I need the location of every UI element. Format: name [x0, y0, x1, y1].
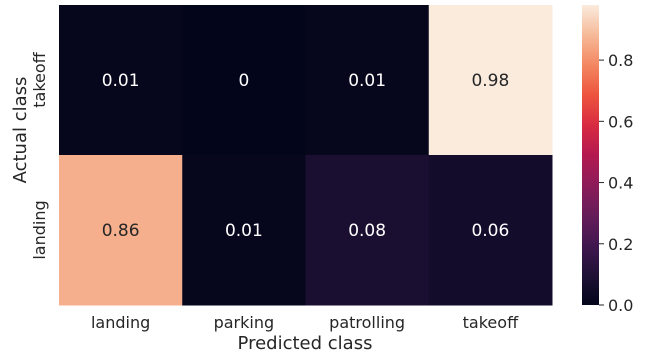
- cell-value-label: 0.08: [348, 221, 386, 241]
- heatmap-cell: [182, 155, 306, 306]
- heatmap-cell-labels: 0.01 0 0.01 0.98 0.86 0.01 0.08 0.06: [102, 71, 510, 241]
- heatmap-cell: [305, 5, 430, 156]
- x-tick-label: landing: [91, 313, 150, 332]
- cell-value-label: 0.01: [102, 71, 140, 91]
- colorbar-ticks: 0.0 0.2 0.4 0.6 0.8: [599, 51, 633, 315]
- cell-value-label: 0.06: [471, 221, 509, 241]
- x-tick-label: parking: [214, 313, 275, 332]
- heatmap-cell: [428, 5, 553, 156]
- x-tick-label: takeoff: [463, 313, 519, 332]
- colorbar-tick-label: 0.4: [608, 174, 633, 193]
- heatmap-cell: [182, 5, 306, 156]
- x-axis-title: Predicted class: [238, 333, 373, 354]
- cell-value-label: 0.01: [348, 71, 386, 91]
- cell-value-label: 0.86: [102, 221, 140, 241]
- heatmap-cells: [59, 5, 553, 306]
- cell-value-label: 0.01: [225, 221, 263, 241]
- colorbar-tick-label: 0.8: [608, 51, 633, 70]
- colorbar: [582, 5, 599, 305]
- x-tick-label: patrolling: [329, 313, 405, 332]
- colorbar-tick-label: 0.2: [608, 235, 633, 254]
- colorbar-tick-label: 0.6: [608, 112, 633, 131]
- heatmap-cell: [305, 155, 430, 306]
- y-axis-title: Actual class: [10, 77, 31, 184]
- y-tick-label: takeoff: [30, 51, 49, 107]
- y-tick-label: landing: [30, 200, 49, 259]
- colorbar-tick-label: 0.0: [608, 296, 633, 315]
- cell-value-label: 0.98: [471, 71, 509, 91]
- heatmap-cell: [59, 5, 183, 156]
- x-tick-labels: landing parking patrolling takeoff: [91, 313, 519, 332]
- heatmap-cell: [428, 155, 553, 306]
- cell-value-label: 0: [238, 71, 249, 91]
- y-tick-labels: takeoff landing: [30, 51, 49, 259]
- heatmap-cell: [59, 155, 183, 306]
